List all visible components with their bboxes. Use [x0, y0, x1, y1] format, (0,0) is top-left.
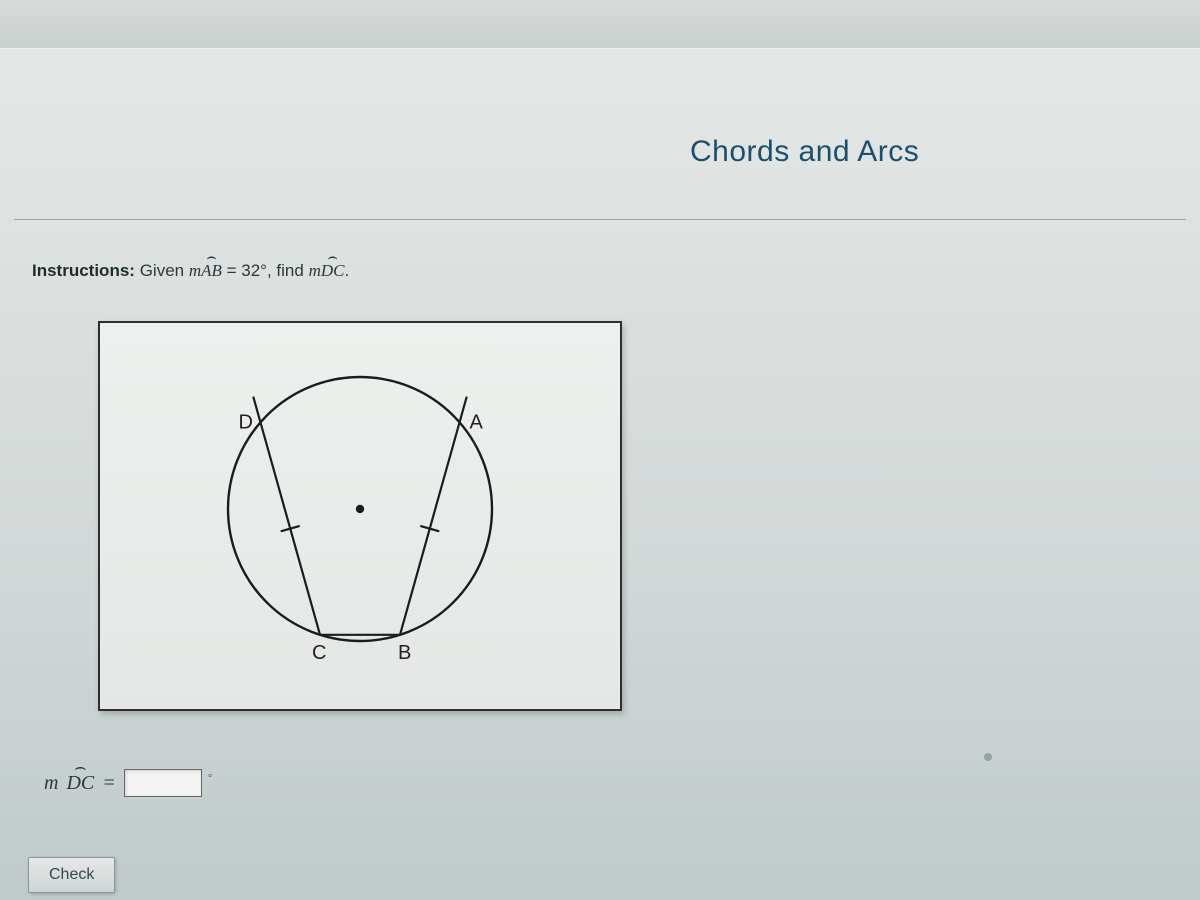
lesson-panel: Chords and Arcs Instructions: Given mAB … [0, 48, 1200, 900]
arc-DC: DC [321, 261, 345, 281]
diagram-svg: D A C B [100, 323, 620, 709]
answer-equals: = [102, 772, 116, 795]
answer-input[interactable] [124, 769, 202, 797]
svg-text:C: C [312, 642, 326, 664]
check-button[interactable]: Check [28, 857, 115, 893]
answer-row: m DC = ° [44, 769, 213, 797]
svg-text:D: D [239, 412, 253, 434]
arc-measure-m-2: m [309, 261, 321, 280]
given-prefix: Given [140, 261, 189, 280]
find-prefix: , find [267, 261, 309, 280]
equals-sign: = [222, 261, 241, 280]
period: . [344, 261, 349, 280]
divider [14, 219, 1186, 220]
screen-spot [984, 753, 992, 761]
arc-measure-m: m [189, 261, 201, 280]
instructions-label: Instructions: [32, 261, 135, 280]
window-top-bar [0, 0, 1200, 49]
lesson-title: Chords and Arcs [690, 135, 919, 169]
answer-m: m [44, 772, 58, 795]
svg-text:A: A [470, 412, 484, 434]
given-value: 32° [241, 261, 267, 280]
arc-AB: AB [201, 261, 222, 281]
answer-arc: DC [66, 772, 94, 795]
instructions-text: Instructions: Given mAB = 32°, find mDC. [32, 261, 349, 281]
diagram-frame: D A C B [98, 321, 622, 711]
answer-unit: ° [208, 771, 213, 785]
svg-text:B: B [398, 642, 411, 664]
